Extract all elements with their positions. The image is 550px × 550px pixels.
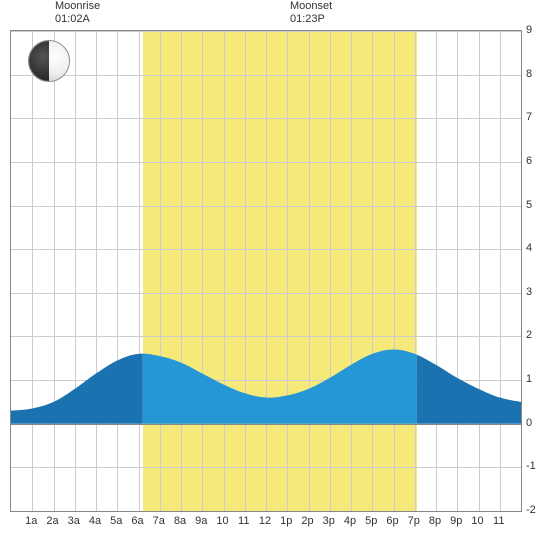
- x-tick-label: 12: [259, 515, 271, 527]
- x-tick-label: 6p: [386, 515, 398, 527]
- moon-light-half: [49, 41, 69, 81]
- y-axis: -2-10123456789: [526, 30, 546, 510]
- y-tick-label: 9: [526, 24, 546, 36]
- tide-curve: [11, 31, 521, 511]
- x-tick-label: 8a: [174, 515, 186, 527]
- y-tick-label: 2: [526, 329, 546, 341]
- moonrise-label: Moonrise 01:02A: [55, 0, 100, 26]
- moonrise-time: 01:02A: [55, 13, 100, 26]
- y-tick-label: -2: [526, 504, 546, 516]
- x-tick-label: 6a: [131, 515, 143, 527]
- y-tick-label: 0: [526, 417, 546, 429]
- x-tick-label: 8p: [429, 515, 441, 527]
- moon-dark-half: [29, 41, 49, 81]
- x-tick-label: 1a: [25, 515, 37, 527]
- x-tick-label: 5p: [365, 515, 377, 527]
- tide-chart: Moonrise 01:02A Moonset 01:23P -2-101234…: [0, 0, 550, 550]
- x-tick-label: 2a: [46, 515, 58, 527]
- grid-line-h: [11, 511, 521, 512]
- moonset-title: Moonset: [290, 0, 332, 13]
- moonset-label: Moonset 01:23P: [290, 0, 332, 26]
- x-tick-label: 10: [471, 515, 483, 527]
- x-tick-label: 4p: [344, 515, 356, 527]
- y-tick-label: 8: [526, 68, 546, 80]
- x-tick-label: 1p: [280, 515, 292, 527]
- y-tick-label: 5: [526, 199, 546, 211]
- x-tick-label: 3p: [323, 515, 335, 527]
- y-tick-label: -1: [526, 460, 546, 472]
- x-tick-label: 7p: [408, 515, 420, 527]
- y-tick-label: 7: [526, 111, 546, 123]
- x-tick-label: 11: [493, 515, 504, 527]
- x-tick-label: 9p: [450, 515, 462, 527]
- y-tick-label: 3: [526, 286, 546, 298]
- x-tick-label: 9a: [195, 515, 207, 527]
- x-tick-label: 11: [238, 515, 249, 527]
- x-tick-label: 7a: [153, 515, 165, 527]
- plot-area: [10, 30, 522, 512]
- y-tick-label: 1: [526, 373, 546, 385]
- x-tick-label: 10: [216, 515, 228, 527]
- x-tick-label: 3a: [68, 515, 80, 527]
- moonrise-title: Moonrise: [55, 0, 100, 13]
- y-tick-label: 4: [526, 242, 546, 254]
- moon-phase-icon: [28, 40, 70, 82]
- x-tick-label: 2p: [301, 515, 313, 527]
- top-labels: Moonrise 01:02A Moonset 01:23P: [0, 0, 550, 30]
- y-tick-label: 6: [526, 155, 546, 167]
- x-axis: 1a 2a 3a 4a 5a 6a 7a 8a 9a 10 11 12 1p 2p 3p 4p 5p 6p 7p 8p…: [10, 515, 520, 535]
- moonset-time: 01:23P: [290, 13, 332, 26]
- x-tick-label: 4a: [89, 515, 101, 527]
- x-tick-label: 5a: [110, 515, 122, 527]
